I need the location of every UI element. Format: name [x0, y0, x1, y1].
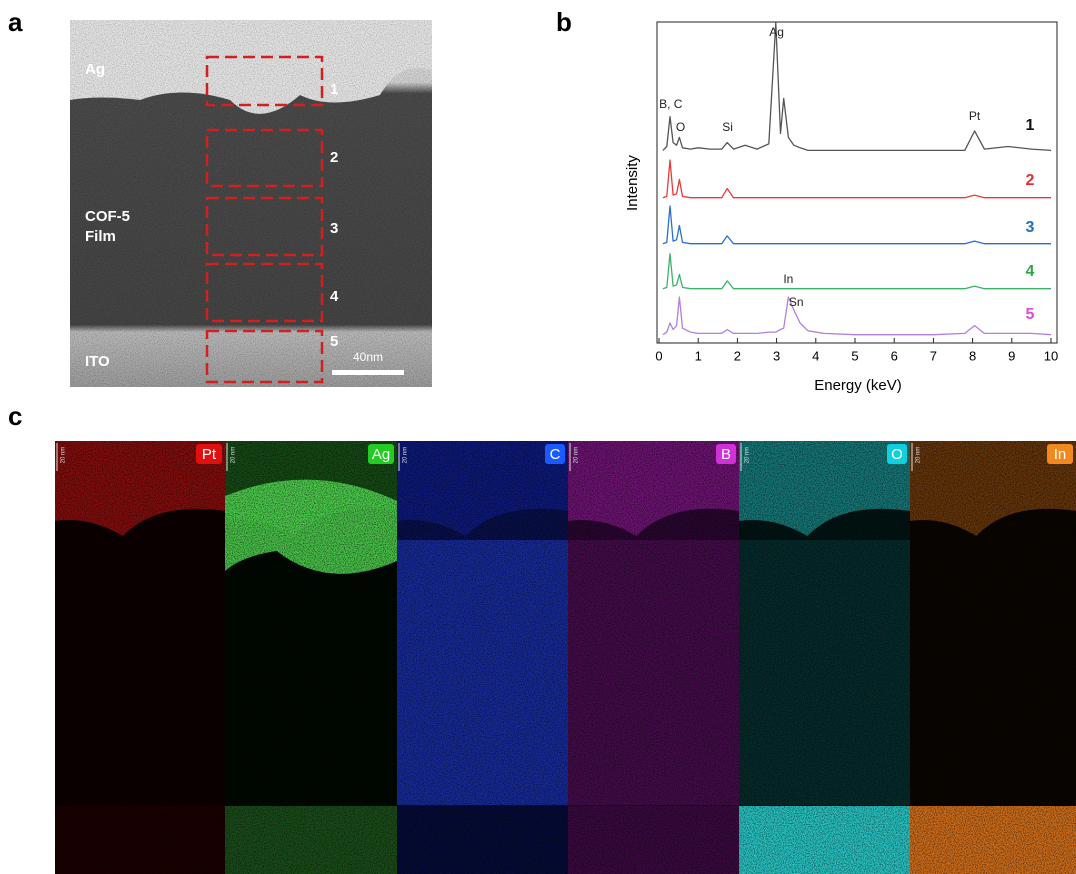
peak-annotation: O	[676, 120, 685, 134]
sem-image	[70, 20, 432, 387]
region-number: 4	[330, 288, 339, 305]
eds-maps: Pt 20 nm Ag 20 nm C 20 nm B 20 nm O 20 nm In 20 nm	[55, 441, 1076, 874]
element-label: Pt	[202, 446, 217, 463]
map-noise	[739, 441, 910, 874]
peak-annotation: Pt	[969, 109, 981, 123]
region-number: 2	[330, 149, 338, 166]
map-noise	[55, 441, 225, 874]
map-scale-label: 20 nm	[231, 447, 237, 464]
peak-annotation: In	[783, 272, 793, 286]
spectrum-line	[663, 297, 1051, 335]
peak-annotation: Ag	[769, 25, 784, 39]
map-scale-label: 20 nm	[574, 447, 580, 464]
map-scale-label: 20 nm	[745, 447, 751, 464]
map-scale-label: 20 nm	[61, 447, 67, 464]
x-tick-label: 2	[734, 348, 741, 363]
x-tick-label: 6	[891, 348, 898, 363]
scale-bar-label: 40nm	[353, 350, 383, 364]
spectrum-line	[663, 206, 1051, 244]
region-number: 5	[330, 333, 338, 350]
x-tick-label: 4	[812, 348, 819, 363]
legend-label: 5	[1026, 306, 1035, 323]
map-noise	[397, 441, 568, 874]
peak-annotation: B, C	[659, 97, 683, 111]
figure: a b c Ag COF-5 Film ITO 1 2 3 4 5 40nm E…	[0, 0, 1076, 874]
spectrum-line	[663, 254, 1051, 289]
x-tick-label: 5	[851, 348, 858, 363]
layer-label: COF-5	[85, 208, 130, 225]
spectrum-line	[663, 23, 1051, 150]
spectrum-line	[663, 160, 1051, 198]
layer-label: Film	[85, 228, 116, 245]
peak-annotation: Sn	[789, 295, 804, 309]
x-tick-label: 9	[1008, 348, 1015, 363]
peak-annotation: Si	[722, 120, 733, 134]
map-noise	[225, 441, 397, 874]
x-axis-label: Energy (keV)	[814, 377, 902, 394]
layer-label: Ag	[85, 61, 105, 78]
map-noise	[910, 441, 1076, 874]
panel-label: c	[8, 401, 22, 431]
legend-label: 2	[1026, 172, 1035, 189]
x-tick-label: 1	[695, 348, 702, 363]
region-number: 1	[330, 81, 338, 98]
element-label: B	[721, 446, 731, 463]
element-label: In	[1054, 446, 1067, 463]
element-label: O	[891, 446, 903, 463]
x-tick-label: 0	[655, 348, 662, 363]
element-label: Ag	[372, 446, 390, 463]
panel-label: b	[556, 7, 572, 37]
layer-label: ITO	[85, 353, 110, 370]
x-tick-label: 3	[773, 348, 780, 363]
map-noise	[568, 441, 739, 874]
x-tick-label: 7	[930, 348, 937, 363]
y-axis-label: Intensity	[624, 155, 641, 211]
map-scale-label: 20 nm	[916, 447, 922, 464]
region-number: 3	[330, 220, 338, 237]
plot-frame	[657, 22, 1057, 343]
x-tick-label: 10	[1044, 348, 1058, 363]
legend-label: 4	[1026, 263, 1035, 280]
x-tick-label: 8	[969, 348, 976, 363]
map-scale-label: 20 nm	[403, 447, 409, 464]
legend-label: 1	[1026, 117, 1035, 134]
legend-label: 3	[1026, 219, 1035, 236]
panel-label: a	[8, 7, 23, 37]
element-label: C	[550, 446, 561, 463]
